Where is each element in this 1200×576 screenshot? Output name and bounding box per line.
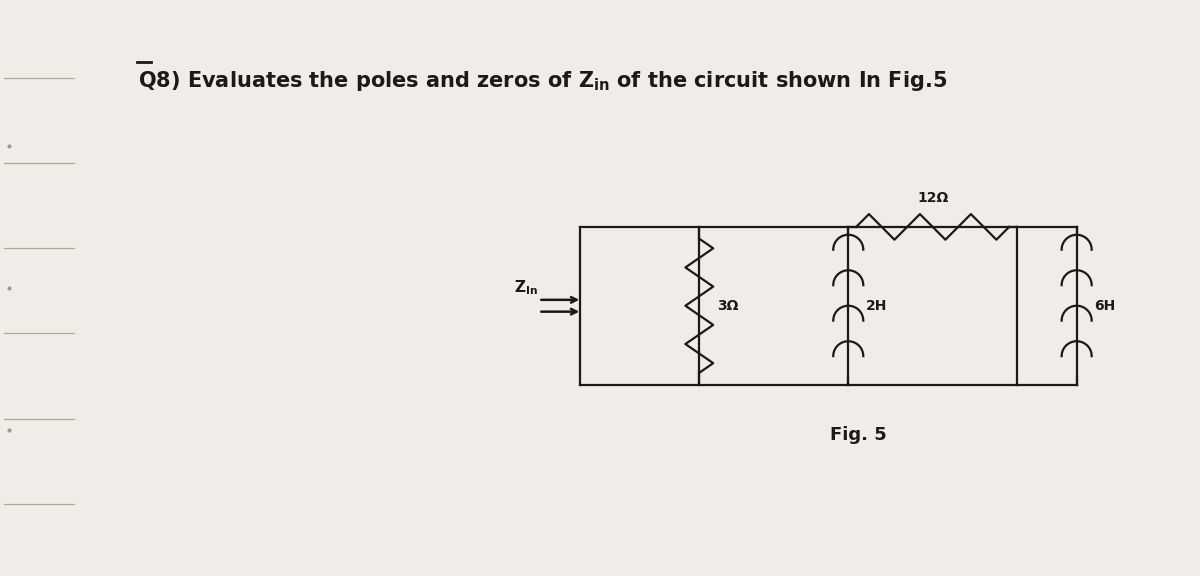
- Text: Q8) Evaluates the poles and zeros of Z$_{\mathbf{in}}$ of the circuit shown In F: Q8) Evaluates the poles and zeros of Z$_…: [138, 69, 948, 93]
- Text: Z$_{\mathbf{In}}$: Z$_{\mathbf{In}}$: [514, 279, 538, 297]
- Text: 6H: 6H: [1094, 299, 1116, 313]
- Text: 12Ω: 12Ω: [917, 191, 948, 205]
- Text: Fig. 5: Fig. 5: [830, 426, 887, 444]
- Text: 2H: 2H: [866, 299, 888, 313]
- Text: 3Ω: 3Ω: [718, 299, 738, 313]
